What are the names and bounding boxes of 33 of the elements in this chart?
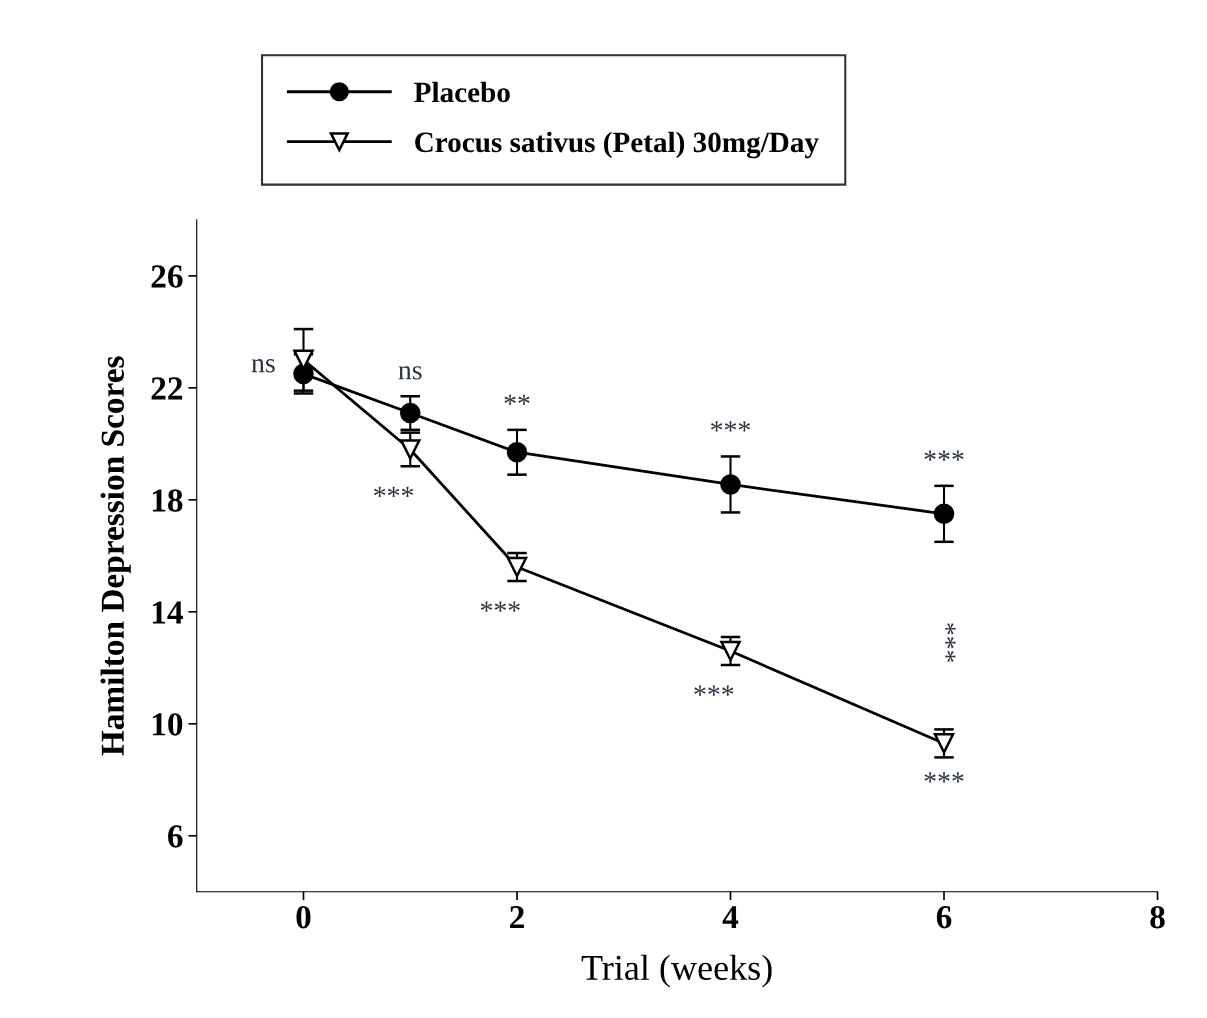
legend-label: Placebo: [414, 81, 510, 103]
x-tick-label: 2: [510, 906, 524, 929]
y-tick-label: 26: [151, 265, 183, 288]
annotation: ***: [924, 450, 964, 461]
y-axis-title: Hamilton Depression Scores: [100, 356, 131, 756]
annotation: ***: [924, 772, 964, 783]
annotation: ***: [480, 601, 520, 612]
annotation: ***: [711, 421, 751, 432]
point: [720, 474, 741, 495]
x-tick-label: 4: [722, 906, 739, 929]
annotation: ***: [945, 623, 956, 663]
annotation: ***: [694, 685, 734, 696]
point: [720, 640, 741, 662]
point: [399, 439, 421, 460]
y-tick-label: 18: [152, 489, 183, 512]
x-tick-label: 0: [296, 905, 311, 929]
annotation: ns: [251, 359, 275, 373]
point: [933, 733, 955, 754]
annotation: ns: [398, 366, 422, 380]
x-tick-label: 8: [1150, 905, 1165, 929]
y-tick-label: 6: [168, 825, 183, 848]
y-tick-label: 14: [152, 601, 183, 624]
legend-label: Crocus sativus (Petal) 30mg/Day: [415, 131, 819, 159]
point: [506, 556, 528, 578]
y-tick-label: 10: [152, 713, 183, 736]
x-axis-title: Trial (weeks): [581, 954, 772, 988]
point: [399, 402, 421, 424]
x-tick-label: 6: [936, 906, 952, 929]
point: [506, 441, 528, 463]
y-tick-label: 22: [151, 377, 183, 400]
annotation: **: [504, 394, 530, 405]
annotation: ***: [374, 486, 414, 497]
point: [933, 503, 955, 525]
